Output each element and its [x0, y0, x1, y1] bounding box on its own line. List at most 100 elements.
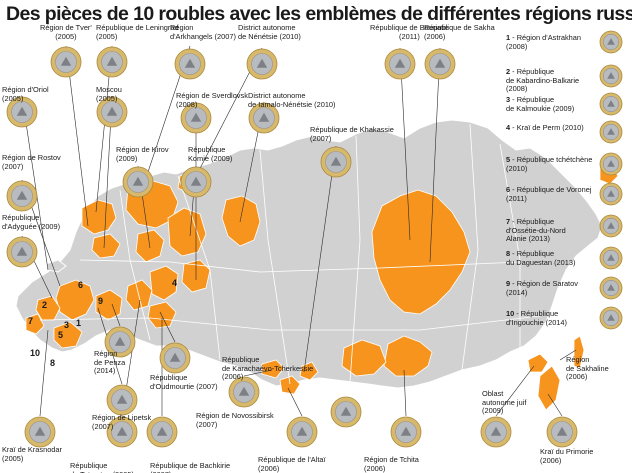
coins: [6, 30, 623, 448]
highlighted-region: [279, 375, 301, 395]
map-label: Région d'Oriol (2005): [2, 85, 49, 103]
legend-number: 1: [506, 33, 511, 42]
coin: [6, 236, 38, 268]
region-border: [259, 149, 291, 385]
coin: [599, 214, 623, 238]
map-label: République de l'Altaï (2006): [258, 455, 326, 473]
leader-line: [399, 47, 411, 241]
legend-number: 4: [506, 123, 511, 132]
map-number: 4: [172, 278, 178, 288]
coin: [246, 48, 278, 80]
legend-text: - République de Kalmoukie (2009): [506, 95, 575, 113]
highlighted-region: [167, 207, 207, 257]
coin: [330, 396, 362, 428]
highlighted-region: [221, 195, 261, 247]
highlighted-region: [81, 199, 117, 235]
coin: [599, 246, 623, 270]
region-border: [79, 259, 521, 273]
leader-line: [495, 365, 535, 417]
coin: [599, 64, 623, 88]
coin: [24, 416, 56, 448]
legend-number: 10: [506, 309, 515, 318]
highlighted-region: [55, 279, 95, 321]
map-label: Région de Penza (2014): [94, 349, 126, 376]
legend-text: - Région d'Astrakhan (2008): [506, 33, 581, 51]
leader-line: [243, 369, 273, 377]
highlighted-region: [527, 353, 549, 373]
map-label: Kraï de Krasnodar (2005): [2, 445, 62, 463]
leader-line: [559, 349, 577, 361]
coin: [599, 152, 623, 176]
legend-item: 3 - République de Kalmoukie (2009): [506, 95, 575, 113]
legend-text: - République d'Ingouchie (2014): [506, 309, 567, 327]
coin: [480, 416, 512, 448]
map-label: Région de Tver' (2005): [40, 23, 92, 41]
map-label: République d'Oudmourtie (2007): [150, 373, 218, 391]
legend-item: 2 - République de Kabardino-Balkarie (20…: [506, 67, 579, 94]
map-number: 2: [42, 300, 48, 310]
legend-number: 3: [506, 95, 511, 104]
coin: [599, 276, 623, 300]
region-border: [39, 315, 541, 331]
coin: [228, 376, 260, 408]
coin: [106, 416, 138, 448]
map-number: 10: [30, 348, 41, 358]
coin: [6, 180, 38, 212]
leader-line: [287, 387, 303, 417]
highlighted-region: [537, 365, 561, 411]
coin: [599, 30, 623, 54]
coin: [104, 326, 136, 358]
coin: [286, 416, 318, 448]
legend-item: 7 - République d'Ossétie-du-Nord Alanie …: [506, 217, 566, 244]
legend-number: 2: [506, 67, 511, 76]
leader-line: [39, 329, 49, 417]
coin: [180, 102, 212, 134]
coin: [320, 146, 352, 178]
map-label: République de Leningrad (2005): [96, 23, 179, 41]
legend-item: 5 - République tchétchène (2010): [506, 155, 592, 173]
map-label: Région d'Arkhangels (2007): [170, 23, 236, 41]
highlighted-region: [341, 339, 387, 377]
map-label: District autonome de Iamalo-Nénétsie (20…: [248, 91, 336, 109]
legend-item: 9 - Région de Saratov (2014): [506, 279, 578, 297]
legend-number: 9: [506, 279, 511, 288]
coin: [96, 96, 128, 128]
coin: [384, 48, 416, 80]
coin: [106, 384, 138, 416]
legend-item: 6 - République de Voronej (2011): [506, 185, 591, 203]
coin: [146, 416, 178, 448]
map-number: 3: [64, 320, 70, 330]
highlighted-region: [149, 265, 179, 301]
map-label: République de Karachaévo-Tcherkessie (20…: [222, 355, 314, 382]
coin: [96, 46, 128, 78]
leader-line: [429, 47, 441, 263]
legend-text: - République du Daguestan (2013): [506, 249, 576, 267]
highlighted-region: [573, 335, 585, 369]
map-label: Moscou (2005): [96, 85, 122, 103]
region-border: [499, 143, 521, 352]
legend-text: - Kraï de Perm (2010): [510, 123, 584, 132]
map-number: 7: [28, 316, 34, 326]
coin: [122, 166, 154, 198]
coin: [174, 48, 206, 80]
coin: [50, 46, 82, 78]
leader-line: [403, 369, 407, 417]
legend-number: 5: [506, 155, 511, 164]
region-border: [119, 189, 151, 341]
map-label: Région de Lipetsk (2007): [92, 413, 152, 431]
region-border: [349, 135, 361, 383]
region-border: [461, 123, 479, 371]
coin: [599, 120, 623, 144]
legend-text: - République d'Ossétie-du-Nord Alanie (2…: [506, 217, 566, 244]
legend-item: 10 - République d'Ingouchie (2014): [506, 309, 567, 327]
map-label: Région de Rostov (2007): [2, 153, 61, 171]
map-number: 5: [58, 330, 64, 340]
map-label: République d'Adyguée (2009): [2, 213, 61, 231]
region-borders: [39, 123, 541, 385]
map-label: République du Tatarstan (2005): [70, 461, 134, 473]
highlighted-region: [371, 189, 471, 315]
page-title: Des pièces de 10 roubles avec les emblèm…: [6, 3, 632, 25]
coin: [6, 96, 38, 128]
coin: [599, 92, 623, 116]
